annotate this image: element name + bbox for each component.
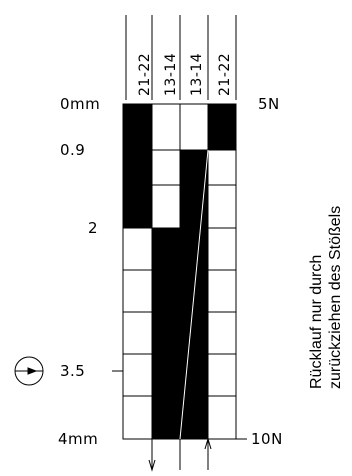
side-note-line-1: Rücklauf nur durch [308,255,325,389]
actuator-arrows [148,437,212,472]
force-label-start: 5N [258,95,280,113]
header-lines [125,15,237,100]
contact-label: 21-22 [137,53,153,96]
force-ramp-line [179,149,209,440]
positive-opening-icon [14,356,44,386]
contact-label: 13-14 [163,53,179,96]
side-note: Rücklauf nur durch zurückziehen des Stöß… [308,206,344,389]
stroke-label-2: 2 [88,219,98,237]
stroke-labels: 0mm 0.9 2 3.5 4mm [58,95,100,448]
contact-label: 13-14 [189,53,205,96]
force-labels: 5N 10N [251,95,283,448]
force-label-end: 10N [251,430,283,448]
contact-closed-region [208,104,236,150]
side-note-line-2: zurückziehen des Stößels [327,206,344,389]
contact-closed-region [152,228,180,439]
contact-header: 21-22 13-14 13-14 21-22 [137,53,233,96]
stroke-label-end: 4mm [58,430,98,448]
stroke-label-start: 0mm [60,95,100,113]
stroke-label-0.9: 0.9 [60,141,85,159]
stroke-label-3.5: 3.5 [60,362,85,380]
contact-closed-region [123,104,152,228]
contact-label: 21-22 [217,53,233,96]
